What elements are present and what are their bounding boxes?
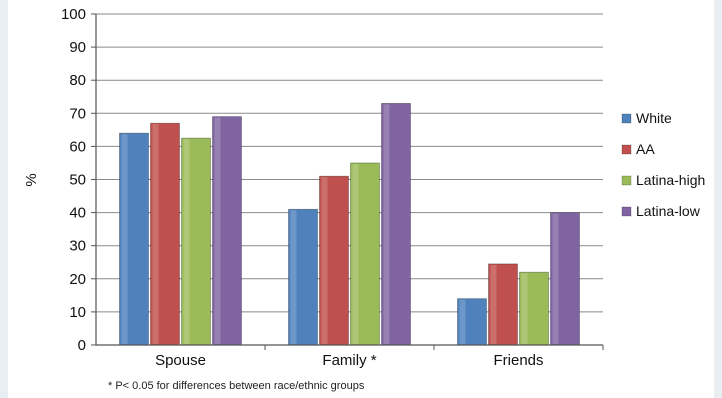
y-tick-label: 20 [69, 271, 86, 288]
gridlines [96, 13, 603, 313]
y-tick-label: 40 [69, 205, 86, 222]
bar-highlight [183, 139, 190, 344]
bar-highlight [459, 299, 466, 344]
bar-highlight [321, 177, 328, 344]
legend-swatch [621, 113, 632, 124]
bar-latina-low-2 [550, 212, 580, 346]
bar-latina-high-1 [350, 162, 380, 346]
legend-item: White [621, 110, 672, 126]
footnote: * P< 0.05 for differences between race/e… [108, 380, 365, 392]
bar [519, 271, 549, 346]
category-label: Spouse [155, 352, 206, 369]
bar-white-1 [288, 208, 318, 346]
y-tick-label: 50 [69, 172, 86, 189]
category-label: Friends [493, 352, 543, 369]
bar-aa-1 [319, 175, 349, 346]
legend-label: Latina-high [636, 172, 705, 188]
bars [119, 102, 580, 346]
bar-latina-high-0 [181, 137, 211, 346]
legend-label: AA [636, 141, 655, 157]
bar-highlight [152, 124, 159, 344]
bar-white-0 [119, 132, 149, 346]
bar [381, 102, 411, 346]
legend-item: Latina-low [621, 203, 701, 219]
legend-swatch [621, 175, 632, 186]
bar-latina-low-0 [212, 116, 242, 346]
bar-highlight [521, 273, 528, 344]
bar-highlight [121, 134, 128, 344]
y-tick-label: 70 [69, 105, 86, 122]
bar-highlight [352, 163, 359, 344]
legend-item: Latina-high [621, 172, 705, 188]
bar-highlight [490, 264, 497, 344]
y-tick-label: 80 [69, 72, 86, 89]
bar-highlight [290, 210, 297, 344]
bar [119, 132, 149, 346]
legend-label: Latina-low [636, 203, 701, 219]
bar-latina-low-1 [381, 102, 411, 346]
y-tick-label: 10 [69, 304, 86, 321]
y-tick-label: 100 [61, 6, 86, 23]
y-axis-ticks: 0 10 20 30 40 50 60 70 80 90 100 [61, 6, 86, 354]
legend-swatch [621, 144, 632, 155]
bar [288, 208, 318, 346]
bar-highlight [214, 117, 221, 344]
y-tick-label: 60 [69, 138, 86, 155]
bar-aa-0 [150, 122, 180, 346]
category-labels: Spouse Family * Friends [155, 352, 543, 369]
bar [457, 298, 487, 346]
bar-aa-2 [488, 263, 518, 346]
legend-swatch [621, 206, 632, 217]
y-tick-label: 0 [78, 337, 86, 354]
legend-item: AA [621, 141, 655, 157]
y-tick-label: 30 [69, 238, 86, 255]
bar-highlight [552, 213, 559, 344]
bar [350, 162, 380, 346]
bar [181, 137, 211, 346]
legend-label: White [636, 110, 672, 126]
category-label: Family * [322, 352, 376, 369]
y-tick-label: 90 [69, 39, 86, 56]
bar-latina-high-2 [519, 271, 549, 346]
axes [91, 13, 604, 350]
bar-white-2 [457, 298, 487, 346]
y-axis-label: % [23, 173, 40, 186]
legend: White AA Latina-high Latina-low [621, 110, 705, 219]
bar-highlight [383, 104, 390, 345]
